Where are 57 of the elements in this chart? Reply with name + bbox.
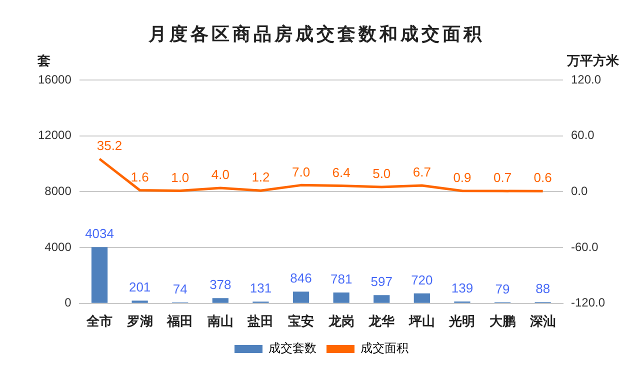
x-tick-label: 全市 <box>86 314 113 330</box>
bar <box>333 292 350 303</box>
data-label: 781 <box>330 272 352 287</box>
bar <box>212 298 228 303</box>
data-label: 201 <box>128 280 151 295</box>
data-label: 0.7 <box>493 170 512 186</box>
x-tick-label: 福田 <box>166 314 194 330</box>
y2-tick-label: 120.0 <box>570 72 602 86</box>
y-axis-title: 套 <box>36 54 50 69</box>
bar <box>374 295 390 303</box>
x-tick-label: 大鹏 <box>490 314 516 330</box>
data-label: 5.0 <box>372 166 391 182</box>
y2-tick-label: -120.0 <box>570 296 606 310</box>
data-label: 597 <box>370 274 392 290</box>
data-label: 74 <box>172 281 188 296</box>
y-tick-label: 16000 <box>38 72 72 86</box>
y-tick-label: 12000 <box>38 128 72 142</box>
data-label: 4034 <box>85 226 114 242</box>
y-tick-label: 4000 <box>44 240 72 254</box>
x-tick-label: 龙岗 <box>327 314 354 330</box>
x-tick-label: 宝安 <box>288 314 314 330</box>
data-label: 1.0 <box>171 170 190 185</box>
data-label: 0.9 <box>453 170 472 185</box>
bar <box>91 247 108 303</box>
y2-axis-title: 万平方米 <box>566 52 620 69</box>
data-label: 139 <box>451 280 474 296</box>
data-label: 1.6 <box>130 169 149 184</box>
data-label: 4.0 <box>211 167 230 182</box>
x-tick-label: 深汕 <box>528 314 556 330</box>
data-label: 6.7 <box>412 164 431 180</box>
data-label: 846 <box>290 270 312 286</box>
data-label: 1.2 <box>252 170 270 185</box>
y-tick-label: 8000 <box>44 184 72 198</box>
bar <box>292 292 310 303</box>
y2-tick-label: -60.0 <box>570 240 599 254</box>
data-label: 720 <box>411 272 433 288</box>
x-tick-label: 坪山 <box>408 314 435 330</box>
data-label: 79 <box>495 281 510 296</box>
y-tick-label: 0 <box>64 296 72 310</box>
data-label: 378 <box>210 277 232 292</box>
data-label: 131 <box>250 280 272 296</box>
x-tick-label: 盐田 <box>246 314 274 330</box>
x-tick-label: 光明 <box>448 314 476 330</box>
data-label: 6.4 <box>332 164 350 180</box>
data-label: 35.2 <box>96 138 122 154</box>
chart-title: 月度各区商品房成交套数和成交面积 <box>148 23 486 46</box>
y2-tick-label: 60.0 <box>570 128 595 142</box>
bar <box>414 293 430 303</box>
data-label: 88 <box>536 281 550 296</box>
legend-label: 成交面积 <box>360 341 408 356</box>
x-tick-label: 龙华 <box>368 314 396 330</box>
data-label: 7.0 <box>292 164 310 180</box>
legend-label: 成交套数 <box>268 341 316 356</box>
x-tick-label: 罗湖 <box>126 314 153 330</box>
y2-tick-label: 0.0 <box>570 184 588 198</box>
data-label: 0.6 <box>534 170 552 186</box>
x-tick-label: 南山 <box>206 314 234 330</box>
